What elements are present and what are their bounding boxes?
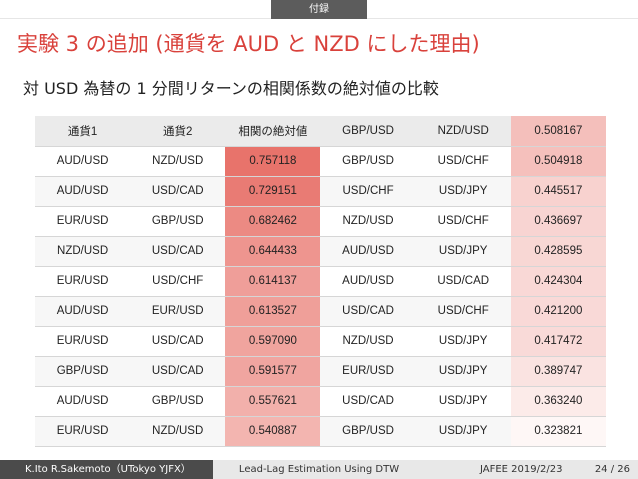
table-cell: USD/CAD bbox=[130, 356, 226, 387]
table-cell: 0.682462 bbox=[225, 206, 321, 237]
table-cell: GBP/USD bbox=[130, 386, 226, 417]
footer-date: JAFEE 2019/2/23 bbox=[480, 464, 563, 475]
navigation-bar: 付録 bbox=[0, 0, 638, 19]
table-row: AUD/USD GBP/USD 0.557621 USD/CAD USD/JPY 0.36… bbox=[35, 386, 606, 417]
table-cell: USD/JPY bbox=[415, 356, 511, 387]
table-cell: 0.323821 bbox=[510, 416, 606, 447]
table-cell: NZD/USD bbox=[130, 416, 226, 447]
table-cell: 0.591577 bbox=[225, 356, 321, 387]
table-cell: GBP/USD bbox=[320, 416, 416, 447]
table-cell: AUD/USD bbox=[35, 176, 131, 207]
table-row: EUR/USD USD/CAD 0.597090 NZD/USD USD/JPY 0.41… bbox=[35, 326, 606, 357]
table-header-cell: NZD/USD bbox=[415, 116, 511, 147]
table-cell: EUR/USD bbox=[35, 266, 131, 297]
table-header-cell: 通貨1 bbox=[35, 116, 131, 147]
table-cell: 0.428595 bbox=[510, 236, 606, 267]
table-row: AUD/USD EUR/USD 0.613527 USD/CAD USD/CHF 0.42… bbox=[35, 296, 606, 327]
footer-bar: K.Ito R.Sakemoto（UTokyo YJFX） Lead-Lag E… bbox=[0, 460, 638, 479]
table-cell: USD/JPY bbox=[415, 416, 511, 447]
table-row: EUR/USD NZD/USD 0.540887 GBP/USD USD/JPY 0.32… bbox=[35, 416, 606, 447]
table-cell: GBP/USD bbox=[320, 146, 416, 177]
table-cell: EUR/USD bbox=[320, 356, 416, 387]
table-cell: GBP/USD bbox=[35, 356, 131, 387]
table-cell: USD/CAD bbox=[320, 386, 416, 417]
table-cell: EUR/USD bbox=[35, 416, 131, 447]
table-cell: NZD/USD bbox=[130, 146, 226, 177]
table-cell: 0.424304 bbox=[510, 266, 606, 297]
table-cell: NZD/USD bbox=[35, 236, 131, 267]
table-cell: AUD/USD bbox=[320, 236, 416, 267]
table-cell: 0.613527 bbox=[225, 296, 321, 327]
table-header-cell: GBP/USD bbox=[320, 116, 416, 147]
table-cell: 0.597090 bbox=[225, 326, 321, 357]
table-row: EUR/USD USD/CHF 0.614137 AUD/USD USD/CAD 0.42… bbox=[35, 266, 606, 297]
footer-authors: K.Ito R.Sakemoto（UTokyo YJFX） bbox=[0, 460, 213, 479]
nav-section-tab[interactable]: 付録 bbox=[271, 0, 367, 19]
table-cell: USD/CHF bbox=[415, 206, 511, 237]
slide-subtitle: 対 USD 為替の 1 分間リターンの相関係数の絶対値の比較 bbox=[23, 79, 439, 98]
footer-talk-title: Lead-Lag Estimation Using DTW bbox=[213, 460, 425, 479]
table-cell: 0.557621 bbox=[225, 386, 321, 417]
table-cell: USD/JPY bbox=[415, 326, 511, 357]
table-cell: 0.540887 bbox=[225, 416, 321, 447]
table-cell: USD/CAD bbox=[130, 236, 226, 267]
table-cell: NZD/USD bbox=[320, 326, 416, 357]
table-cell: USD/CHF bbox=[415, 146, 511, 177]
table-cell: USD/JPY bbox=[415, 176, 511, 207]
table-cell: EUR/USD bbox=[35, 326, 131, 357]
table-cell: AUD/USD bbox=[35, 386, 131, 417]
table-cell: USD/JPY bbox=[415, 236, 511, 267]
table-cell: AUD/USD bbox=[35, 146, 131, 177]
table-cell: 0.757118 bbox=[225, 146, 321, 177]
footer-right-block: JAFEE 2019/2/23 24 / 26 bbox=[425, 460, 638, 479]
table-cell: USD/CHF bbox=[130, 266, 226, 297]
table-cell: 0.417472 bbox=[510, 326, 606, 357]
table-row: NZD/USD USD/CAD 0.644433 AUD/USD USD/JPY 0.42… bbox=[35, 236, 606, 267]
table-cell: 0.436697 bbox=[510, 206, 606, 237]
table-cell: 0.504918 bbox=[510, 146, 606, 177]
table-cell: USD/CHF bbox=[415, 296, 511, 327]
table-cell: 0.363240 bbox=[510, 386, 606, 417]
table-body: AUD/USD NZD/USD 0.757118 GBP/USD USD/CHF 0.50… bbox=[35, 146, 606, 447]
correlation-table: 通貨1 通貨2 相関の絶対値 GBP/USD NZD/USD 0.508167 AUD/U… bbox=[35, 116, 606, 447]
table-header-row: 通貨1 通貨2 相関の絶対値 GBP/USD NZD/USD 0.508167 bbox=[35, 116, 606, 147]
footer-page-number: 24 / 26 bbox=[594, 464, 630, 475]
table-cell: 0.614137 bbox=[225, 266, 321, 297]
table-cell: USD/CAD bbox=[415, 266, 511, 297]
table-cell: 0.644433 bbox=[225, 236, 321, 267]
table-cell: USD/CAD bbox=[130, 176, 226, 207]
table-cell: GBP/USD bbox=[130, 206, 226, 237]
table-cell: NZD/USD bbox=[320, 206, 416, 237]
table-cell: 0.445517 bbox=[510, 176, 606, 207]
table-header-cell: 0.508167 bbox=[510, 116, 606, 147]
table-row: EUR/USD GBP/USD 0.682462 NZD/USD USD/CHF 0.43… bbox=[35, 206, 606, 237]
table-cell: EUR/USD bbox=[35, 206, 131, 237]
table-cell: 0.729151 bbox=[225, 176, 321, 207]
table-cell: USD/CHF bbox=[320, 176, 416, 207]
table-row: AUD/USD USD/CAD 0.729151 USD/CHF USD/JPY 0.44… bbox=[35, 176, 606, 207]
table-header-cell: 通貨2 bbox=[130, 116, 226, 147]
table-cell: USD/CAD bbox=[320, 296, 416, 327]
table-cell: 0.421200 bbox=[510, 296, 606, 327]
table-cell: AUD/USD bbox=[320, 266, 416, 297]
table-cell: USD/CAD bbox=[130, 326, 226, 357]
table-cell: 0.389747 bbox=[510, 356, 606, 387]
table-header-cell: 相関の絶対値 bbox=[225, 116, 321, 147]
table-cell: USD/JPY bbox=[415, 386, 511, 417]
slide-title: 実験 3 の追加 (通貨を AUD と NZD にした理由) bbox=[17, 32, 480, 56]
table-cell: EUR/USD bbox=[130, 296, 226, 327]
table-row: GBP/USD USD/CAD 0.591577 EUR/USD USD/JPY 0.38… bbox=[35, 356, 606, 387]
table-row: AUD/USD NZD/USD 0.757118 GBP/USD USD/CHF 0.50… bbox=[35, 146, 606, 177]
table-cell: AUD/USD bbox=[35, 296, 131, 327]
